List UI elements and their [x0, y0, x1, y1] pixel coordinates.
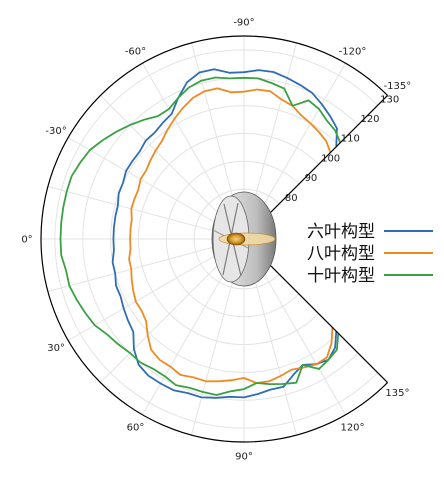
theta-tick-label: 0° [21, 235, 32, 246]
theta-gridline-105 [249, 260, 298, 436]
theta-tick-label: 135° [385, 388, 409, 399]
series-layer [59, 68, 342, 399]
r-tick-label: 120 [360, 114, 379, 125]
r-tick-label: 90 [305, 173, 318, 184]
theta-gridline--105 [249, 42, 298, 218]
theta-tick-label: 60° [127, 422, 145, 433]
theta-tick-label: -120° [339, 47, 367, 58]
theta-tick-label: -90° [233, 18, 254, 29]
theta-gridline-45 [100, 254, 229, 383]
r-tick-label: 130 [380, 94, 399, 105]
theta-tick-label: -135° [384, 81, 412, 92]
edge-line-end [259, 254, 388, 383]
r-tick-label: 80 [285, 193, 298, 204]
theta-gridline-60 [142, 257, 234, 416]
series-line-1 [111, 68, 338, 399]
series-line-3 [59, 76, 342, 396]
legend: 六叶构型 八叶构型 十叶构型 [307, 222, 433, 286]
theta-gridline--15 [47, 185, 223, 234]
theta-gridline-15 [47, 244, 223, 293]
r-tick-label: 110 [341, 134, 360, 145]
label-layer: -135° -120° -90° -60° -30° 0° 30° 60° 90° 120° 135… [21, 18, 411, 463]
theta-gridline--30 [67, 137, 226, 229]
theta-gridline-75 [190, 260, 239, 436]
outer-arc [40, 35, 388, 443]
legend-label-series-2: 八叶构型 [307, 244, 375, 264]
theta-tick-label: -60° [125, 47, 146, 58]
r-tick-label: 100 [321, 153, 340, 164]
series-line-2 [128, 87, 334, 384]
ducted-rotor-image [211, 191, 277, 287]
theta-gridline-120 [254, 257, 346, 416]
theta-gridline--60 [142, 62, 234, 221]
theta-gridline--45 [100, 95, 229, 224]
theta-tick-label: 120° [340, 422, 364, 433]
theta-tick-label: 30° [47, 343, 65, 354]
edge-line-start [259, 95, 388, 224]
theta-tick-label: -30° [45, 126, 66, 137]
theta-gridline--120 [254, 62, 346, 221]
legend-label-series-3: 十叶构型 [307, 266, 375, 286]
legend-label-series-1: 六叶构型 [307, 222, 375, 242]
theta-tick-label: 90° [235, 452, 253, 463]
